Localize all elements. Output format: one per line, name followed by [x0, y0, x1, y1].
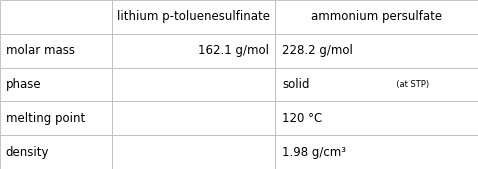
- Bar: [275, 0, 478, 34]
- Bar: [112, 101, 275, 135]
- Bar: [112, 0, 275, 34]
- Bar: [275, 101, 478, 135]
- Text: 1.98 g/cm³: 1.98 g/cm³: [282, 146, 346, 159]
- Bar: [0, 135, 112, 169]
- Text: solid: solid: [282, 78, 310, 91]
- Text: density: density: [6, 146, 49, 159]
- Bar: [275, 34, 478, 68]
- Text: melting point: melting point: [6, 112, 85, 125]
- Bar: [112, 68, 275, 101]
- Bar: [0, 101, 112, 135]
- Bar: [0, 34, 112, 68]
- Text: 120 °C: 120 °C: [282, 112, 322, 125]
- Bar: [0, 0, 112, 34]
- Text: 228.2 g/mol: 228.2 g/mol: [282, 44, 353, 57]
- Bar: [275, 68, 478, 101]
- Bar: [275, 135, 478, 169]
- Text: molar mass: molar mass: [6, 44, 75, 57]
- Text: phase: phase: [6, 78, 42, 91]
- Text: ammonium persulfate: ammonium persulfate: [311, 10, 442, 23]
- Text: 162.1 g/mol: 162.1 g/mol: [198, 44, 269, 57]
- Bar: [112, 135, 275, 169]
- Text: lithium p-toluenesulfinate: lithium p-toluenesulfinate: [117, 10, 270, 23]
- Text: (at STP): (at STP): [391, 80, 430, 89]
- Bar: [112, 34, 275, 68]
- Bar: [0, 68, 112, 101]
